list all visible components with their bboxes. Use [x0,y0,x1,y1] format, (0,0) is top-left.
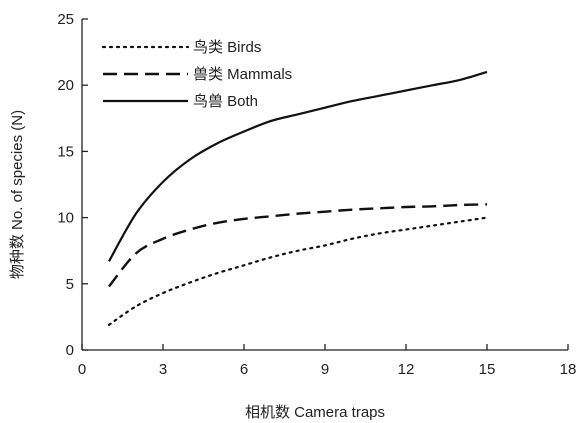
legend-label-birds: 鸟类 Birds [193,39,261,56]
axes [81,19,568,351]
y-tick-label: 10 [57,210,74,227]
series-line-mammals [108,203,488,288]
y-tick-label: 0 [66,342,74,359]
y-tick-label: 5 [66,276,74,293]
series-line-both [108,70,488,262]
x-tick-label: 18 [560,361,577,378]
x-tick-label: 6 [240,361,248,378]
y-tick-label: 15 [57,143,74,160]
x-ticks: 0 3 6 9 12 15 18 [78,344,577,378]
x-tick-label: 3 [159,361,167,378]
y-axis-label: 物种数 No. of species (N) [9,110,26,279]
x-tick-label: 9 [321,361,329,378]
series-layer [107,70,489,326]
y-tick-label: 20 [57,77,74,94]
series-line-birds [107,216,489,326]
x-tick-label: 0 [78,361,86,378]
legend-label-both: 鸟兽 Both [193,93,258,110]
x-tick-label: 15 [479,361,496,378]
x-tick-label: 12 [398,361,415,378]
legend-label-mammals: 兽类 Mammals [193,66,292,83]
legend: 鸟类 Birds 兽类 Mammals 鸟兽 Both [101,39,292,110]
x-axis-label: 相机数 Camera traps [245,404,385,421]
y-ticks: 0 5 10 15 20 25 [57,11,88,359]
y-tick-label: 25 [57,11,74,28]
